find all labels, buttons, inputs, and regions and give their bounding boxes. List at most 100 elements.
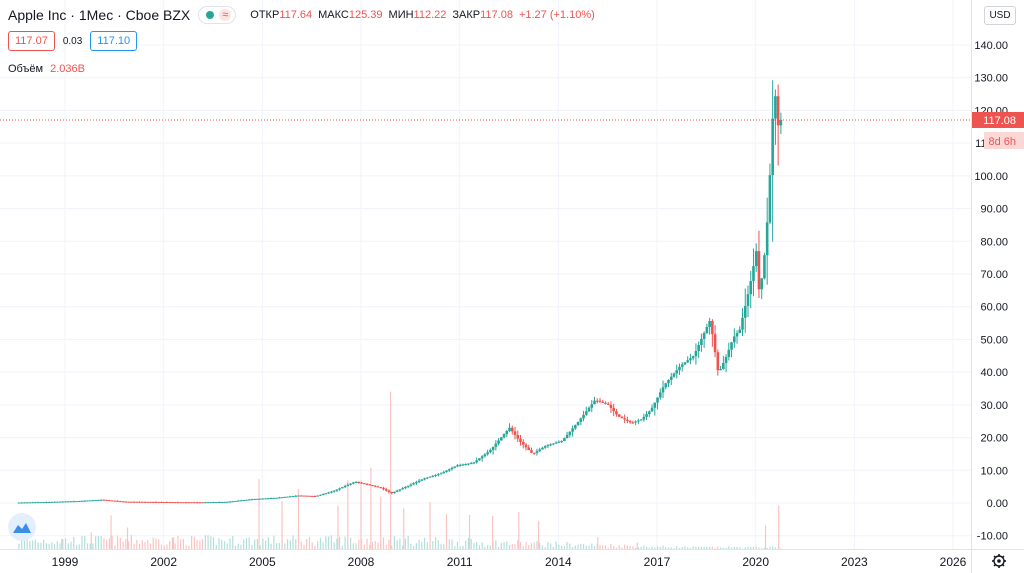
candle-body[interactable] xyxy=(434,475,437,477)
candle-body[interactable] xyxy=(373,485,377,487)
candle-body[interactable] xyxy=(272,497,276,499)
candle-body[interactable] xyxy=(121,501,125,503)
candle-body[interactable] xyxy=(269,498,273,500)
candle-body[interactable] xyxy=(426,477,429,479)
candle-body[interactable] xyxy=(310,495,314,497)
candle-body[interactable] xyxy=(182,502,185,504)
candle-body[interactable] xyxy=(278,497,281,499)
candle-body[interactable] xyxy=(727,349,731,357)
candle-body[interactable] xyxy=(478,458,481,461)
candle-body[interactable] xyxy=(201,502,204,504)
candle-body[interactable] xyxy=(305,495,309,497)
candle-body[interactable] xyxy=(75,501,78,503)
candle-body[interactable] xyxy=(160,501,163,503)
candle-body[interactable] xyxy=(617,414,621,417)
candle-body[interactable] xyxy=(231,501,235,503)
candle-body[interactable] xyxy=(532,452,536,454)
candle-body[interactable] xyxy=(510,427,514,432)
candle-body[interactable] xyxy=(645,414,648,417)
candle-body[interactable] xyxy=(565,434,569,439)
candle-body[interactable] xyxy=(228,501,232,503)
candle-body[interactable] xyxy=(20,502,23,504)
candle-body[interactable] xyxy=(634,421,637,423)
candle-body[interactable] xyxy=(598,400,602,402)
candle-body[interactable] xyxy=(184,502,188,504)
candle-body[interactable] xyxy=(675,370,679,374)
candle-body[interactable] xyxy=(702,332,706,339)
candle-body[interactable] xyxy=(280,497,284,499)
candle-body[interactable] xyxy=(25,502,29,504)
candle-body[interactable] xyxy=(541,447,544,450)
candle-body[interactable] xyxy=(450,467,454,470)
candle-body[interactable] xyxy=(763,255,766,279)
candle-body[interactable] xyxy=(308,495,311,497)
candle-body[interactable] xyxy=(212,502,215,504)
candle-body[interactable] xyxy=(494,443,498,447)
candle-body[interactable] xyxy=(664,383,668,388)
candle-body[interactable] xyxy=(423,478,426,480)
candle-body[interactable] xyxy=(382,487,385,490)
candle-body[interactable] xyxy=(332,490,336,492)
candle-body[interactable] xyxy=(283,496,287,498)
candle-body[interactable] xyxy=(554,442,558,444)
candle-body[interactable] xyxy=(404,486,407,489)
candle-body[interactable] xyxy=(190,502,193,504)
candle-body[interactable] xyxy=(275,497,278,499)
candle-body[interactable] xyxy=(713,334,717,353)
candle-body[interactable] xyxy=(42,502,45,504)
candle-body[interactable] xyxy=(17,502,21,504)
candle-body[interactable] xyxy=(264,498,267,500)
candle-body[interactable] xyxy=(119,501,122,503)
candle-body[interactable] xyxy=(458,464,462,466)
candle-body[interactable] xyxy=(297,495,300,497)
candle-body[interactable] xyxy=(658,392,662,398)
candle-body[interactable] xyxy=(436,474,440,476)
candle-body[interactable] xyxy=(327,492,330,494)
candle-body[interactable] xyxy=(489,450,492,453)
candle-body[interactable] xyxy=(171,502,174,504)
candle-body[interactable] xyxy=(80,500,84,502)
candle-body[interactable] xyxy=(563,438,566,442)
candle-body[interactable] xyxy=(757,251,761,290)
candle-body[interactable] xyxy=(110,500,114,502)
candle-body[interactable] xyxy=(223,501,226,503)
candle-body[interactable] xyxy=(354,481,358,483)
candle-body[interactable] xyxy=(140,501,144,503)
candle-body[interactable] xyxy=(261,498,265,500)
candle-body[interactable] xyxy=(667,379,670,384)
candle-body[interactable] xyxy=(650,407,654,412)
candle-body[interactable] xyxy=(705,326,709,333)
candle-body[interactable] xyxy=(524,444,528,448)
candle-body[interactable] xyxy=(138,501,141,503)
candle-body[interactable] xyxy=(412,483,415,485)
candle-body[interactable] xyxy=(500,437,503,441)
candle-body[interactable] xyxy=(371,485,374,487)
candle-body[interactable] xyxy=(245,499,248,501)
candle-body[interactable] xyxy=(53,501,56,503)
candle-body[interactable] xyxy=(593,400,596,405)
candle-body[interactable] xyxy=(330,491,333,493)
candle-body[interactable] xyxy=(691,356,695,359)
candle-body[interactable] xyxy=(724,356,728,363)
candle-body[interactable] xyxy=(615,411,618,415)
candle-body[interactable] xyxy=(628,420,632,423)
candle-body[interactable] xyxy=(768,175,772,223)
candle-body[interactable] xyxy=(508,427,511,431)
candle-body[interactable] xyxy=(732,336,736,343)
candle-body[interactable] xyxy=(77,501,81,503)
candle-body[interactable] xyxy=(571,428,574,432)
candle-body[interactable] xyxy=(680,364,684,367)
candle-body[interactable] xyxy=(406,485,410,487)
candle-body[interactable] xyxy=(352,482,355,484)
candle-body[interactable] xyxy=(557,441,561,443)
candles[interactable] xyxy=(17,80,783,504)
candle-body[interactable] xyxy=(535,451,539,453)
candle-body[interactable] xyxy=(286,496,289,498)
candle-body[interactable] xyxy=(439,473,443,475)
candle-body[interactable] xyxy=(316,495,319,497)
candle-body[interactable] xyxy=(242,500,245,502)
candle-body[interactable] xyxy=(387,490,391,493)
candle-body[interactable] xyxy=(472,462,476,464)
candle-body[interactable] xyxy=(319,494,322,496)
